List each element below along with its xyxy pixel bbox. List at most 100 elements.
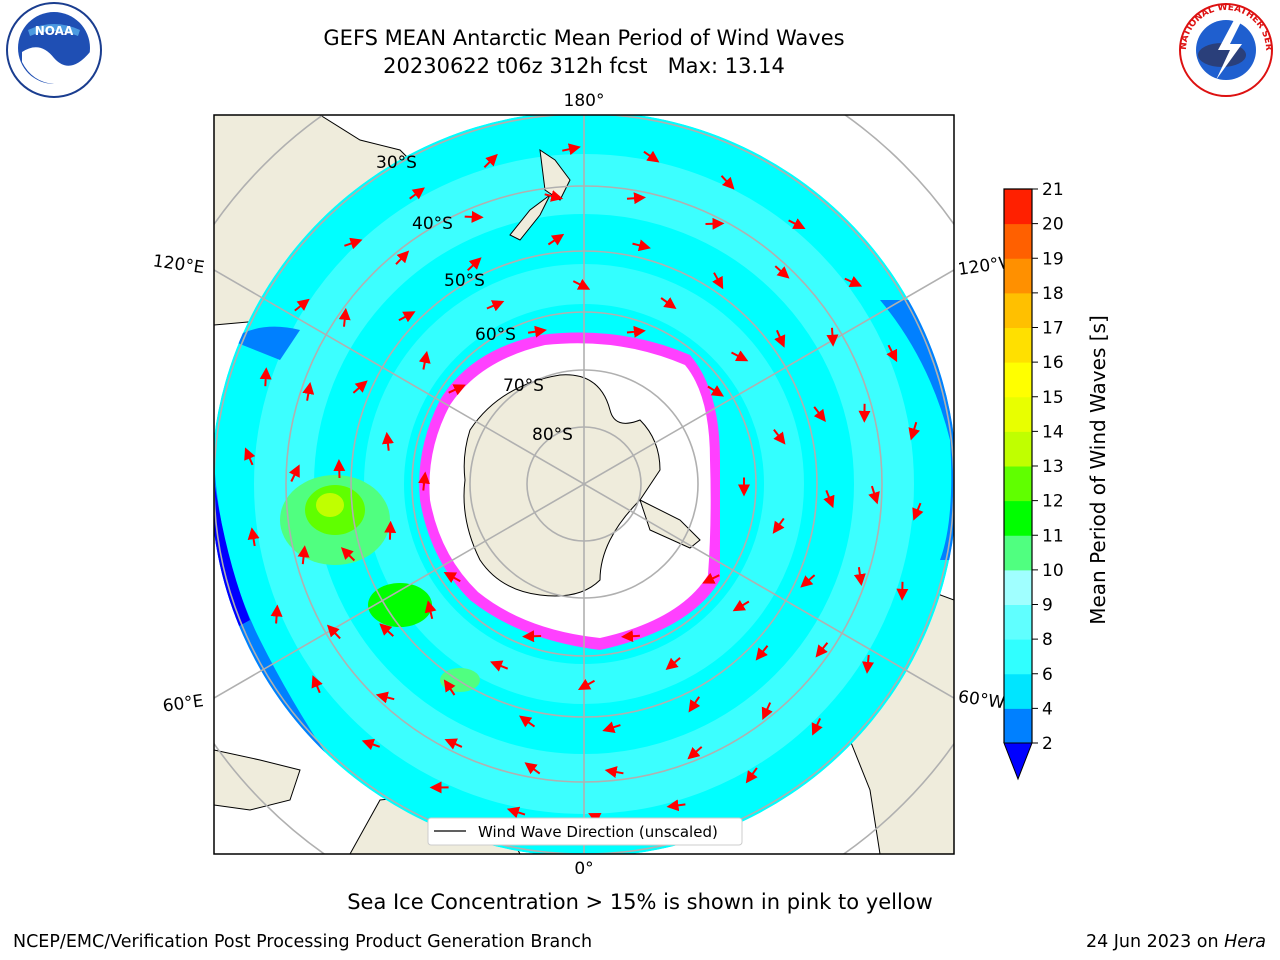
lat-label-60s: 60°S <box>475 325 516 345</box>
wind-wave-arrow <box>506 806 526 819</box>
wind-wave-arrow <box>352 380 368 394</box>
wind-wave-arrow <box>755 645 769 661</box>
antarctica-land <box>463 374 661 597</box>
colorbar-tick-label: 20 <box>1042 215 1064 235</box>
wind-wave-arrow <box>326 624 341 640</box>
lon-label-120e: 120°E <box>152 251 206 278</box>
wind-wave-arrow <box>259 367 272 387</box>
colorbar-tick-label: 15 <box>1042 388 1064 408</box>
wind-wave-arrow <box>467 257 482 272</box>
lat-label-80s: 80°S <box>532 425 573 445</box>
wind-wave-arrow <box>379 623 394 637</box>
wind-wave-arrow <box>395 250 410 265</box>
wind-wave-arrow <box>626 192 646 205</box>
colorbar-cell <box>1004 708 1032 744</box>
colorbar-tick-label: 12 <box>1042 492 1064 512</box>
wind-wave-arrow <box>862 654 875 674</box>
chart-title: GEFS MEAN Antarctic Mean Period of Wind … <box>323 26 845 50</box>
colorbar-cell <box>1004 604 1032 640</box>
colorbar-tick-label: 10 <box>1042 561 1064 581</box>
wind-wave-arrow <box>702 572 720 584</box>
wind-wave-arrow <box>660 297 677 309</box>
wind-wave-arrow <box>577 678 595 691</box>
wind-wave-arrow <box>409 187 425 200</box>
credit-text: NCEP/EMC/Verification Post Processing Pr… <box>13 932 593 952</box>
wind-wave-arrow <box>527 325 547 338</box>
wind-wave-arrow <box>384 520 397 540</box>
legend-label: Wind Wave Direction (unscaled) <box>478 823 718 841</box>
lon-label-180: 180° <box>564 91 605 111</box>
colorbar-cell <box>1004 569 1032 605</box>
wind-wave-arrow <box>688 696 701 713</box>
wind-wave-arrow <box>443 679 456 696</box>
wind-wave-arrow <box>297 545 310 565</box>
colorbar-tick-label: 17 <box>1042 319 1064 339</box>
colorbar-tick-label: 9 <box>1042 596 1053 616</box>
wind-wave-arrow <box>247 527 260 547</box>
lon-label-0: 0° <box>574 859 593 879</box>
colorbar-tick-label: 13 <box>1042 457 1064 477</box>
colorbar-tick-label: 19 <box>1042 249 1064 269</box>
wind-wave-arrow <box>270 604 283 624</box>
wind-wave-arrow <box>745 767 758 784</box>
colorbar-tick-label: 16 <box>1042 353 1064 373</box>
wind-wave-arrow <box>464 210 484 223</box>
colorbar-cell <box>1004 535 1032 571</box>
wind-wave-arrow <box>772 517 785 534</box>
wind-wave-arrow <box>720 175 735 190</box>
wind-wave-arrow <box>524 762 541 775</box>
wind-wave-arrow <box>813 406 826 422</box>
colorbar-cell <box>1004 500 1032 536</box>
wind-wave-arrow <box>544 190 564 202</box>
wind-wave-arrow <box>443 571 461 584</box>
wind-wave-arrow <box>483 153 498 169</box>
wind-wave-arrow <box>244 447 256 466</box>
wind-wave-arrow <box>666 799 686 812</box>
wind-wave-arrow <box>294 298 310 312</box>
colorbar-cell <box>1004 189 1032 225</box>
colorbar-cell <box>1004 327 1032 363</box>
wind-wave-arrow <box>826 327 839 347</box>
noaa-logo: NOAA <box>6 2 102 98</box>
colorbar-label: Mean Period of Wind Waves [s] <box>1086 315 1110 625</box>
run-date: 24 Jun 2023 on Hera <box>1086 932 1266 952</box>
colorbar-tick-label: 2 <box>1042 734 1053 754</box>
wind-wave-arrow <box>338 307 351 327</box>
colorbar-cell <box>1004 431 1032 467</box>
colorbar-cell <box>1004 673 1032 709</box>
sea-ice-note: Sea Ice Concentration > 15% is shown in … <box>347 890 933 914</box>
noaa-logo-text: NOAA <box>35 24 74 38</box>
nws-logo: NATIONAL WEATHER SERVICE <box>1172 0 1273 97</box>
run-date-text: 24 Jun 2023 on <box>1085 932 1225 952</box>
colorbar-cell <box>1004 639 1032 675</box>
wind-wave-arrow <box>912 502 924 521</box>
wind-wave-arrow <box>632 239 651 252</box>
low-period-area-east <box>880 300 954 560</box>
wind-wave-arrow <box>562 143 581 156</box>
map-legend <box>427 817 743 846</box>
lat-label-40s: 40°S <box>412 214 453 234</box>
wind-wave-arrow <box>572 278 591 290</box>
wind-wave-arrow <box>444 738 463 750</box>
wind-wave-arrow <box>340 547 356 562</box>
wind-wave-arrow <box>643 150 660 163</box>
wind-wave-arrow <box>687 746 703 760</box>
wind-wave-arrow <box>398 311 416 323</box>
wind-wave-arrow <box>626 325 646 338</box>
colorbar-tick-label: 21 <box>1042 180 1064 200</box>
madagascar-land <box>214 749 301 811</box>
wind-wave-arrow <box>375 691 395 704</box>
wind-wave-arrow <box>418 471 431 491</box>
wind-wave-arrow <box>707 385 724 397</box>
colorbar-cells <box>1003 188 1033 781</box>
chart-subtitle: 20230622 t06z 312h fcst Max: 13.14 <box>383 54 785 78</box>
colorbar-cell <box>1004 362 1032 398</box>
map-frame <box>213 114 955 855</box>
wind-wave-arrow <box>424 600 437 620</box>
wind-wave-arrow <box>732 599 750 612</box>
wind-wave-arrow <box>344 237 363 250</box>
lat-label-70s: 70°S <box>503 376 544 396</box>
wind-wave-arrow <box>602 721 621 733</box>
wind-wave-arrow <box>448 384 466 396</box>
colorbar-cell <box>1004 258 1032 294</box>
